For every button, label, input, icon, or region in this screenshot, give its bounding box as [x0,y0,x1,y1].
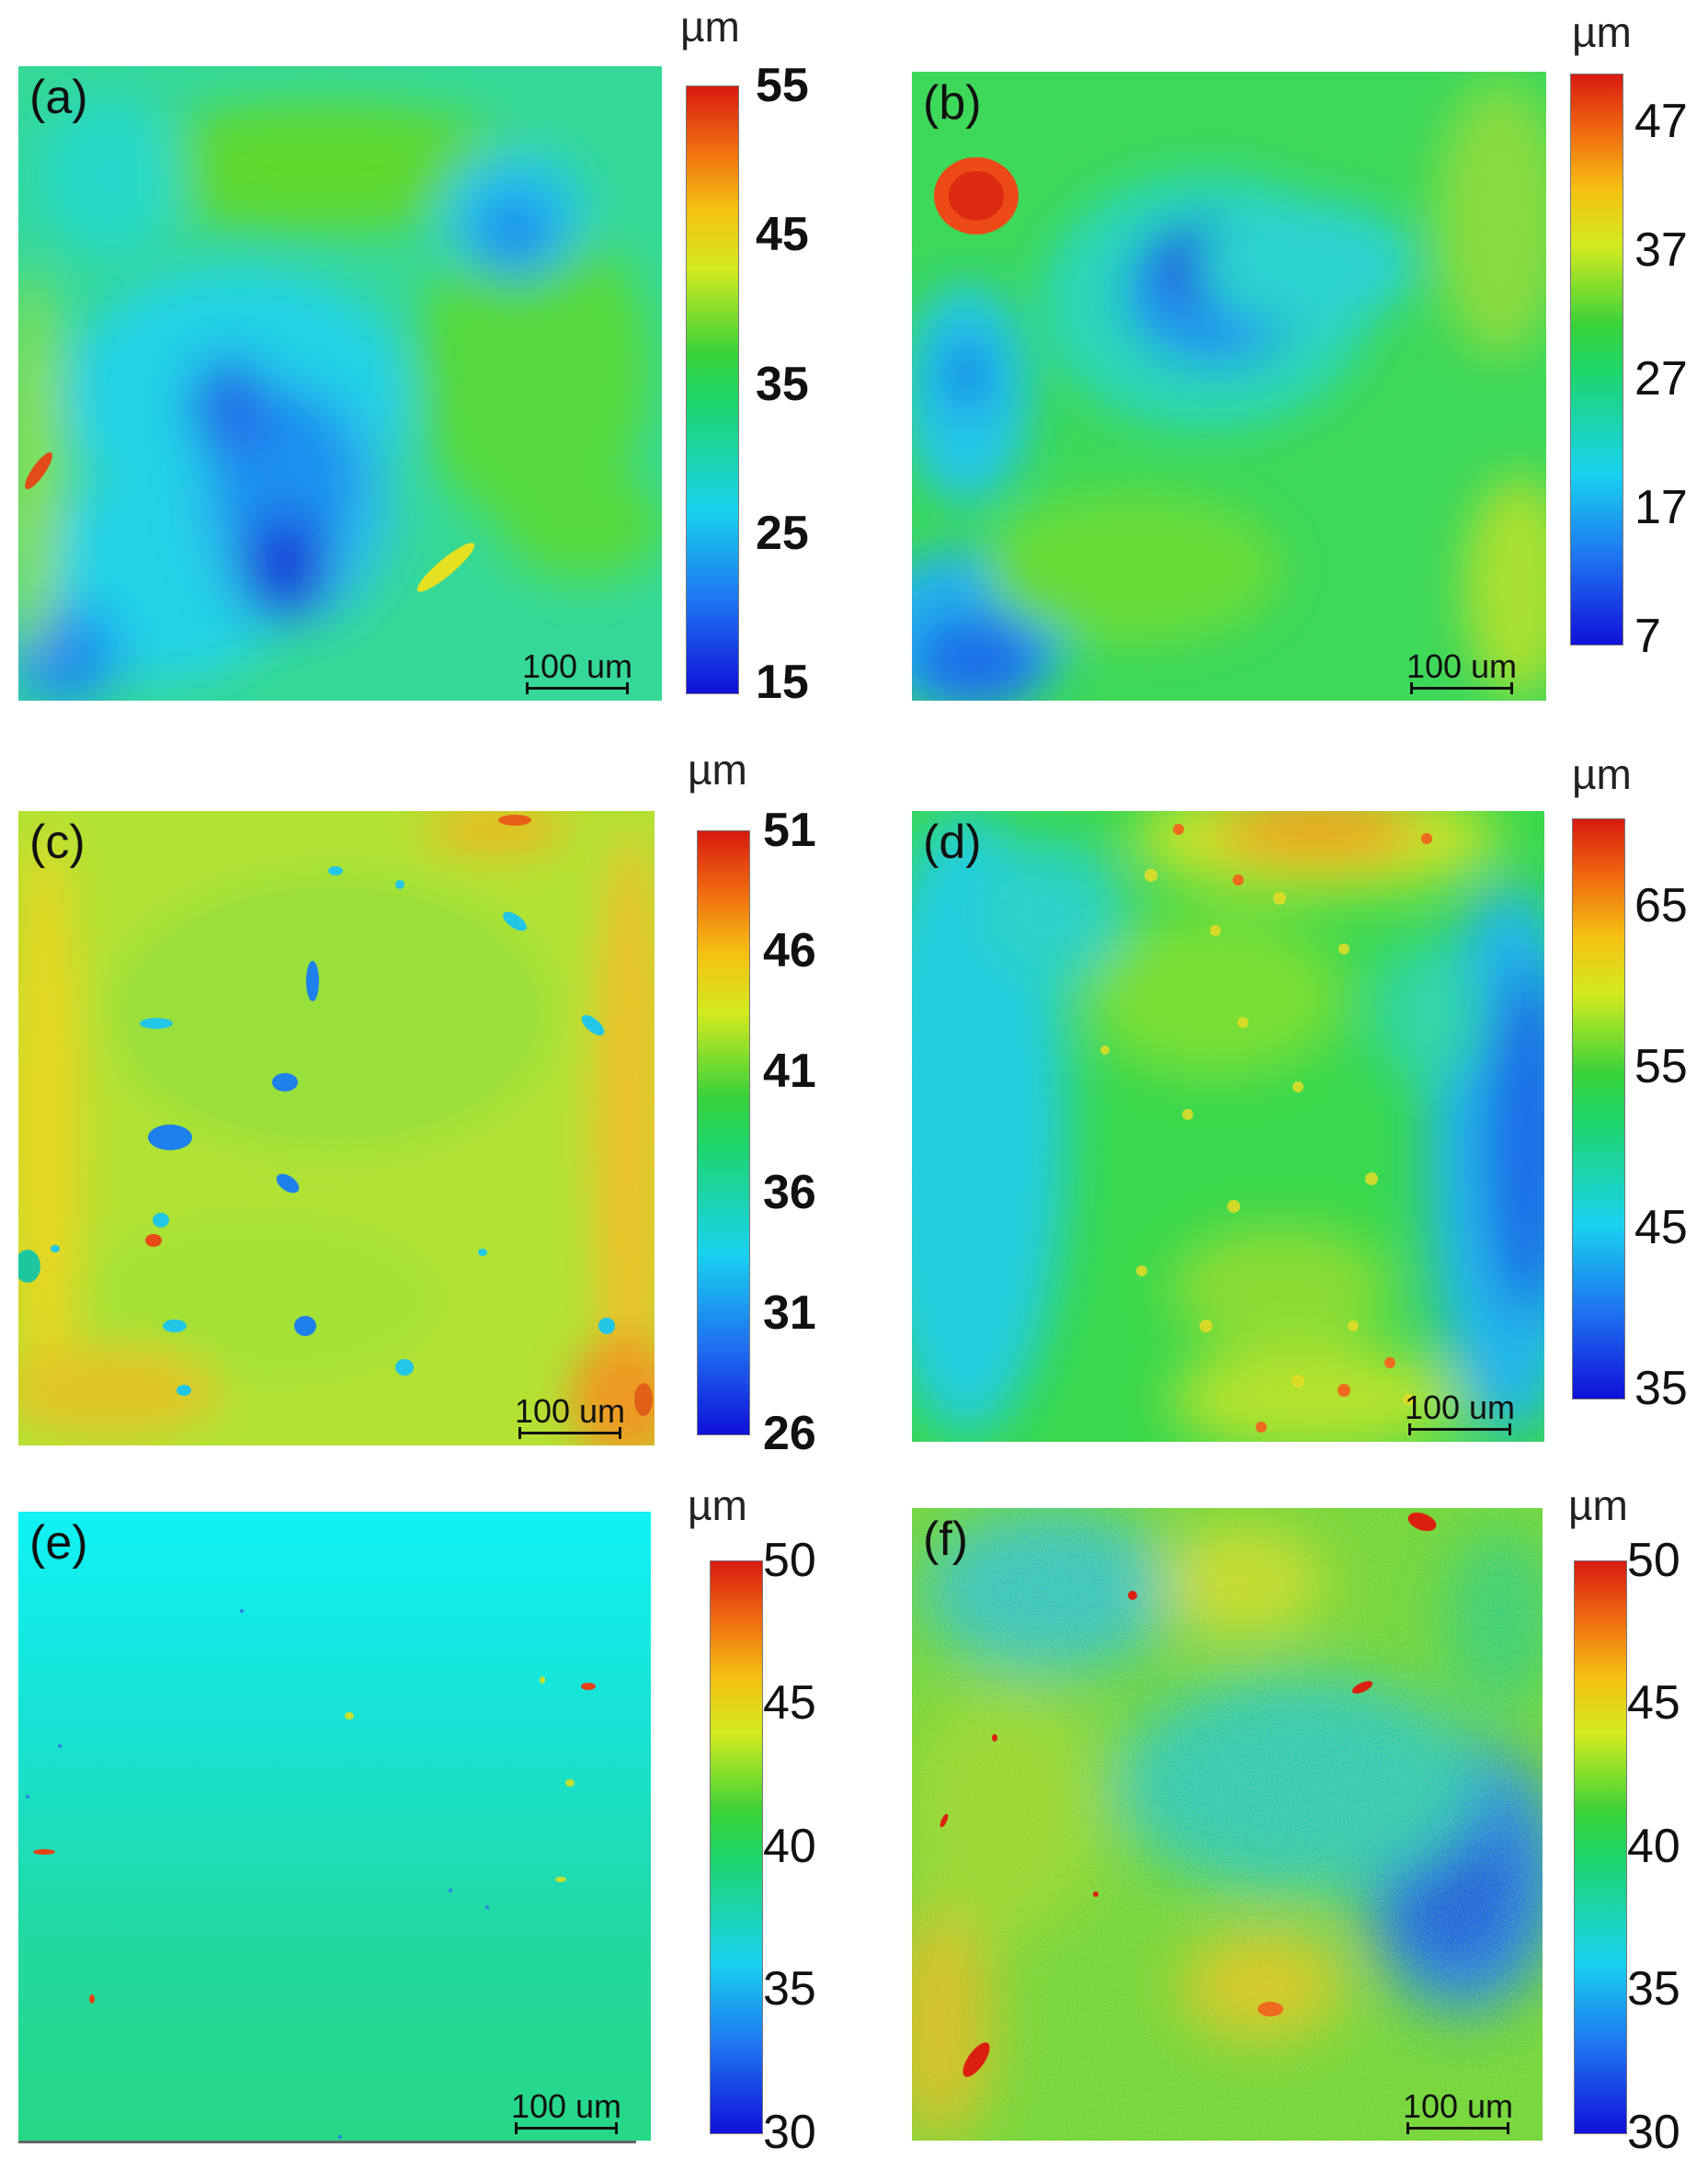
scale-bar-label-f: 100 um [1402,2087,1514,2125]
height-map-b-image [912,72,1546,701]
colorbar-tick-f-30: 30 [1627,2106,1680,2159]
baseline-e [18,2141,636,2143]
colorbar-tick-a-45: 45 [756,208,809,261]
panel-label-c: (c) [29,816,85,869]
colorbar-tick-e-35: 35 [763,1962,816,2016]
colorbar-e [710,1560,763,2134]
colorbar-tick-a-55: 55 [756,59,809,112]
colorbar-tick-d-45: 45 [1634,1201,1688,1254]
colorbar-unit-d: µm [1572,750,1632,798]
height-map-d: (d) 100 um [912,811,1544,1442]
scale-bar-line-f [1406,2122,1509,2134]
colorbar-a [686,86,739,694]
height-map-d-image [912,811,1544,1442]
colorbar-d [1572,818,1625,1399]
colorbar-tick-b-37: 37 [1634,223,1688,277]
scale-bar-label-d: 100 um [1404,1388,1516,1426]
height-map-a-image [18,66,662,701]
scale-bar-label-b: 100 um [1406,647,1518,685]
colorbar-tick-c-36: 36 [763,1166,816,1219]
colorbar-tick-f-50: 50 [1627,1534,1680,1587]
colorbar-tick-c-26: 26 [763,1407,816,1460]
colorbar-tick-f-45: 45 [1627,1676,1680,1730]
scale-bar-label-a: 100 um [521,647,633,685]
colorbar-b [1570,74,1623,645]
colorbar-tick-d-55: 55 [1634,1040,1688,1093]
colorbar-tick-f-35: 35 [1627,1962,1680,2016]
colorbar-unit-b: µm [1572,8,1632,56]
colorbar-tick-f-40: 40 [1627,1820,1680,1873]
colorbar-tick-c-46: 46 [763,924,816,977]
panel-label-e: (e) [29,1516,88,1570]
scale-bar-b: 100 um [1397,647,1526,694]
height-map-f-image [912,1508,1543,2141]
scale-bar-f: 100 um [1394,2087,1522,2134]
height-map-e-image [18,1512,651,2141]
height-map-a: (a) 100 um [18,66,662,701]
scale-bar-c: 100 um [506,1392,634,1439]
scale-bar-line-e [515,2122,618,2134]
height-map-f: (f) 100 um [912,1508,1543,2141]
colorbar-unit-e: µm [688,1481,747,1529]
scale-bar-a: 100 um [513,647,642,694]
scale-bar-label-e: 100 um [510,2087,622,2125]
colorbar-tick-a-15: 15 [756,656,809,709]
scale-bar-line-d [1408,1423,1511,1435]
height-map-e: (e) 100 um [18,1512,651,2141]
colorbar-tick-b-17: 17 [1634,481,1688,534]
scale-bar-line-a [526,682,629,694]
panel-label-d: (d) [923,816,982,869]
colorbar-tick-b-47: 47 [1634,95,1688,148]
colorbar-unit-a: µm [680,3,740,51]
colorbar-tick-c-31: 31 [763,1286,816,1340]
colorbar-tick-e-40: 40 [763,1820,816,1873]
colorbar-tick-e-45: 45 [763,1676,816,1730]
colorbar-c [697,830,750,1435]
colorbar-tick-c-51: 51 [763,804,816,857]
colorbar-tick-a-25: 25 [756,507,809,560]
height-map-b: (b) 100 um [912,72,1546,701]
colorbar-tick-d-35: 35 [1634,1362,1688,1415]
panel-label-b: (b) [923,76,982,130]
colorbar-tick-e-50: 50 [763,1534,816,1587]
scale-bar-line-c [518,1427,621,1439]
height-map-c: (c) 100 um [18,811,655,1445]
colorbar-tick-b-27: 27 [1634,352,1688,406]
colorbar-unit-f: µm [1568,1481,1628,1529]
colorbar-tick-a-35: 35 [756,358,809,411]
colorbar-tick-c-41: 41 [763,1045,816,1098]
scale-bar-label-c: 100 um [514,1392,626,1430]
scale-bar-e: 100 um [502,2087,631,2134]
height-map-c-image [18,811,655,1445]
colorbar-tick-e-30: 30 [763,2106,816,2159]
panel-label-f: (f) [923,1513,969,1566]
scale-bar-d: 100 um [1395,1388,1524,1435]
colorbar-unit-c: µm [688,746,747,794]
panel-label-a: (a) [29,71,88,124]
colorbar-tick-b-7: 7 [1634,610,1661,663]
colorbar-tick-d-65: 65 [1634,879,1688,932]
colorbar-f [1574,1560,1627,2134]
scale-bar-line-b [1410,682,1513,694]
